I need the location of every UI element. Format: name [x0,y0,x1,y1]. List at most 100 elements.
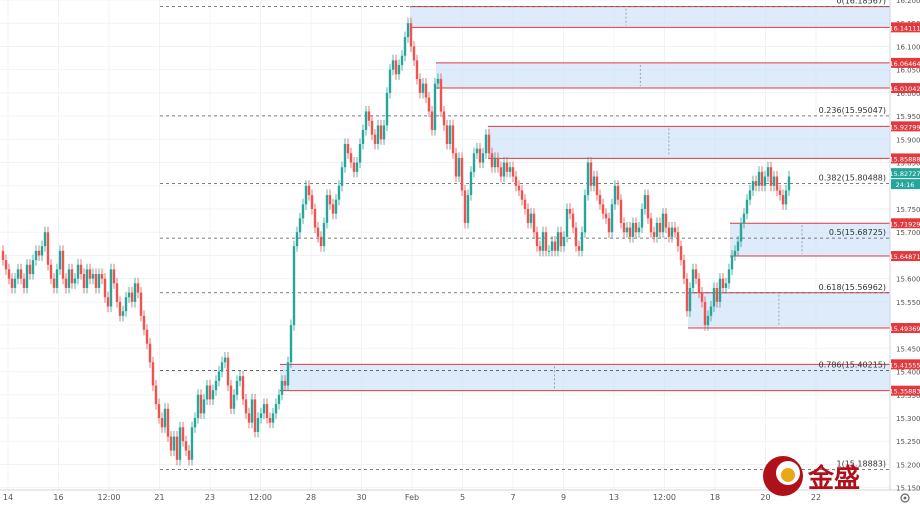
fib-level-label: 0.236(15.95047) [819,106,886,115]
candle-body [7,269,11,279]
candle-body [28,264,32,275]
price-zone [488,126,890,159]
candle-body [613,185,617,205]
zone-price-tag-text: 15.49369 [889,325,920,333]
candle-body [709,306,713,316]
fib-level-label: 0(16.18567) [836,0,886,6]
zone-price-tag-text: 15.35883 [889,388,920,396]
x-tick-label: 16 [53,493,63,502]
x-tick-label: 9 [561,493,566,502]
candle-body [313,209,317,228]
candle-body [424,83,428,98]
price-zone [436,62,890,89]
candle-body [703,301,707,326]
brand-name: 金盛 [807,463,860,494]
candle-body [178,427,182,460]
candle-body [109,269,113,307]
zone-price-tag-text: 15.71929 [889,220,920,228]
candle-body [475,148,479,154]
candle-body [715,287,719,302]
candle-body [202,399,206,414]
candle-body [520,190,524,200]
x-tick-label: 14 [3,493,13,502]
candle-body [391,60,395,70]
candle-body [10,278,14,288]
candle-body [718,278,722,302]
candle-body [382,125,386,140]
zone-price-tag [891,251,920,262]
candle-body [238,376,242,381]
candle-body [37,250,41,256]
candle-body [67,269,71,288]
candle-body [214,380,218,391]
candle-body [586,162,590,196]
candle-body [775,176,779,191]
candle-body [157,404,161,419]
candle-body [49,264,53,279]
candle-body [436,78,440,84]
candle-body [577,246,581,251]
candle-body [610,204,614,233]
candle-body [277,394,281,405]
zone-price-tag-text: 15.92799 [889,123,920,131]
candle-body [787,176,791,191]
price-zone [410,6,890,28]
candle-body [40,246,44,256]
candle-body [376,125,380,144]
candle-body [193,418,197,428]
candle-body [160,418,164,428]
candle-body [274,404,278,414]
zone-price-tag [891,218,920,229]
brand-watermark: 金盛 [763,456,860,496]
zone-price-tag [891,57,920,68]
candle-body [205,385,209,400]
candle-body [469,171,473,196]
candle-body [181,427,185,442]
candle-body [532,213,536,233]
candle-body [514,176,518,186]
candle-body [229,385,233,409]
candle-body [667,227,671,237]
candle-body [19,269,23,279]
price-zone [280,364,890,391]
candle-body [46,232,50,265]
zone-price-tag-text: 15.85888 [889,155,920,163]
y-tick-label: 16.05000 [896,67,920,75]
candle-body [694,269,698,279]
candle-body [301,204,305,219]
candle-body [415,60,419,79]
y-tick-label: 15.40000 [896,369,920,377]
x-tick-label: 23 [205,493,215,502]
x-tick-label: 28 [306,493,316,502]
candle-body [304,185,308,205]
zone-price-tag-text: 15.64871 [889,253,920,261]
candle-body [34,250,38,261]
settings-gear-icon[interactable] [900,493,910,503]
candle-body [379,125,383,140]
candle-body [256,418,260,432]
candle-body [76,264,80,279]
zones-layer [280,6,890,392]
candle-body [130,292,134,302]
candle-body [142,315,146,330]
candle-body [508,167,512,172]
candle-body [31,260,35,275]
candle-body [121,311,125,316]
candles-layer [1,17,791,466]
y-tick-label: 15.45000 [896,345,920,353]
candle-body [535,232,539,247]
zone-price-tag [891,385,920,396]
candle-body [220,362,224,372]
candle-body [580,232,584,251]
candle-body [106,297,110,307]
candle-body [589,162,593,186]
candle-body [343,143,347,168]
candle-body [316,227,320,237]
x-tick-label: 18 [710,493,720,502]
candle-body [154,385,158,405]
candle-body [502,162,506,177]
candle-body [769,167,773,186]
candle-body [349,153,353,163]
candle-body [550,241,554,251]
